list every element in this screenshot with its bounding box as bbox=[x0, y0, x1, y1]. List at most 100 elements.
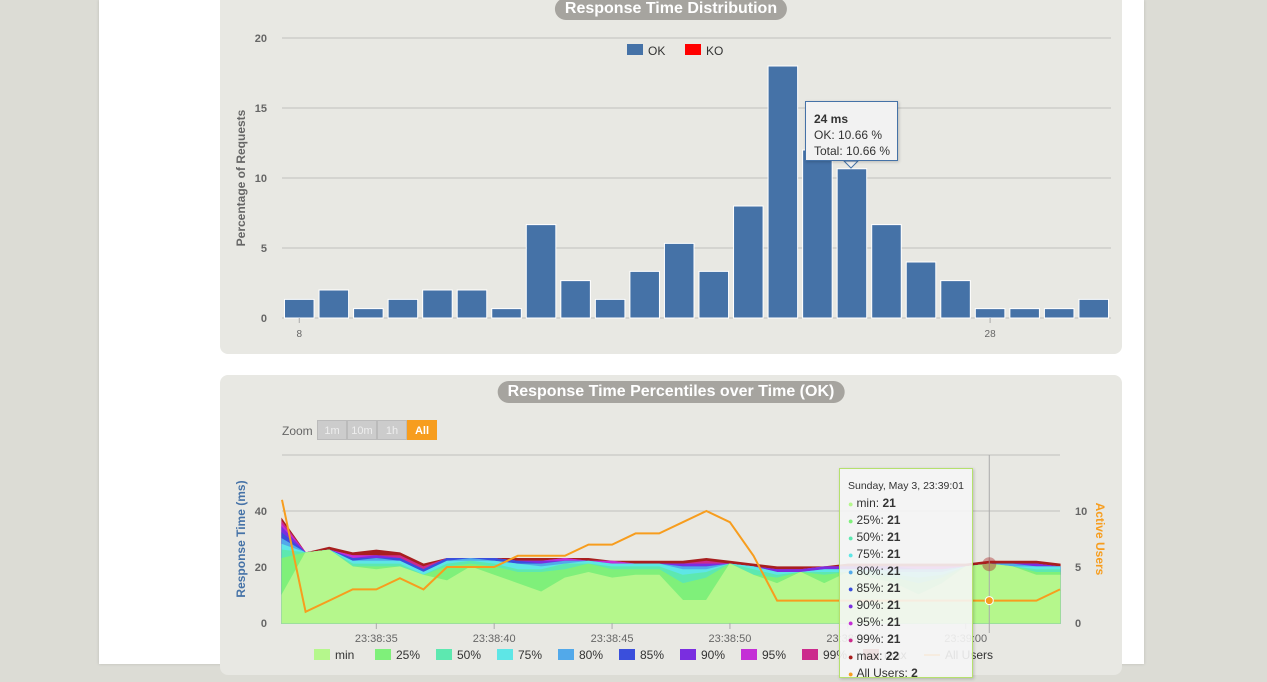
distribution-tooltip: 24 ms OK: 10.66 % Total: 10.66 % bbox=[805, 101, 898, 161]
legend-swatch bbox=[497, 649, 513, 660]
bar bbox=[387, 298, 419, 319]
y-right-tick-label: 0 bbox=[1075, 618, 1081, 630]
legend-swatch bbox=[314, 649, 330, 660]
zoom-10m-button[interactable]: 10m bbox=[347, 420, 377, 440]
percentiles-tooltip: Sunday, May 3, 23:39:01 ● min: 21 ● 25%: 21… bbox=[839, 468, 973, 680]
legend-swatch bbox=[375, 649, 391, 660]
tooltip-row-label: 50%: bbox=[856, 530, 888, 544]
y-tick-label: 10 bbox=[255, 173, 267, 185]
y-right-axis-label: Active Users bbox=[1093, 503, 1107, 576]
series-dot-icon: ● bbox=[848, 499, 854, 509]
tooltip-row-label: 90%: bbox=[856, 598, 888, 612]
tooltip-row-value: 21 bbox=[887, 513, 901, 527]
legend-swatch bbox=[685, 44, 701, 55]
zoom-1h-button[interactable]: 1h bbox=[377, 420, 407, 440]
bar bbox=[698, 270, 730, 319]
zoom-1m-button[interactable]: 1m bbox=[317, 420, 347, 440]
legend-label: 95% bbox=[762, 648, 786, 662]
bar bbox=[456, 289, 488, 319]
legend-label: 85% bbox=[640, 648, 664, 662]
series-dot-icon: ● bbox=[848, 567, 854, 577]
tooltip-row-label: 80%: bbox=[856, 564, 888, 578]
tooltip-ok: OK: 10.66 % bbox=[814, 128, 883, 142]
tooltip-row: ● 99%: 21 bbox=[848, 631, 972, 648]
legend-label: 75% bbox=[518, 648, 542, 662]
bar bbox=[318, 289, 350, 319]
x-tick-label: 23:38:45 bbox=[591, 633, 634, 645]
bar bbox=[525, 224, 557, 319]
y-right-tick-label: 10 bbox=[1075, 506, 1087, 518]
tooltip-total: Total: 10.66 % bbox=[814, 144, 891, 158]
distribution-chart: 0 5 10 15 20 Percentage of Requests 8 28 OK KO bbox=[234, 33, 1111, 340]
legend-swatch bbox=[680, 649, 696, 660]
tooltip-row: ● All Users: 2 bbox=[848, 665, 972, 682]
tooltip-row: ● min: 21 bbox=[848, 495, 972, 512]
tooltip-row-value: 21 bbox=[887, 530, 901, 544]
tooltip-row-label: 99%: bbox=[856, 632, 888, 646]
tooltip-header: Sunday, May 3, 23:39:01 bbox=[848, 480, 964, 492]
series-dot-icon: ● bbox=[848, 601, 854, 611]
tooltip-row: ● max: 22 bbox=[848, 648, 972, 665]
bar bbox=[1078, 298, 1110, 319]
legend-label: OK bbox=[648, 44, 665, 58]
legend-swatch bbox=[436, 649, 452, 660]
legend-label: KO bbox=[706, 44, 723, 58]
y-tick-label: 20 bbox=[255, 33, 267, 45]
x-tick-label: 23:38:50 bbox=[709, 633, 752, 645]
series-dot-icon: ● bbox=[848, 584, 854, 594]
tooltip-row: ● 90%: 21 bbox=[848, 597, 972, 614]
y-axis-label: Response Time (ms) bbox=[234, 480, 248, 597]
legend-swatch bbox=[802, 649, 818, 660]
legend-swatch bbox=[741, 649, 757, 660]
tooltip-row-value: 2 bbox=[911, 666, 918, 680]
bar bbox=[663, 242, 695, 319]
bar bbox=[560, 280, 591, 319]
bar bbox=[353, 308, 384, 319]
series-marker bbox=[982, 557, 997, 572]
tooltip-row-value: 22 bbox=[885, 649, 900, 663]
tooltip-row-value: 21 bbox=[887, 598, 901, 612]
zoom-all-button[interactable]: All bbox=[407, 420, 437, 440]
y-tick-label: 20 bbox=[255, 562, 267, 574]
series-dot-icon: ● bbox=[848, 618, 854, 628]
y-tick-label: 15 bbox=[255, 103, 267, 115]
percentiles-title: Response Time Percentiles over Time (OK) bbox=[497, 381, 845, 403]
series-dot-icon: ● bbox=[848, 635, 854, 645]
tooltip-row-value: 21 bbox=[882, 496, 896, 510]
tooltip-row: ● 85%: 21 bbox=[848, 580, 972, 597]
tooltip-row: ● 80%: 21 bbox=[848, 563, 972, 580]
bar bbox=[1009, 308, 1040, 319]
x-tick-label: 8 bbox=[296, 329, 302, 340]
bar bbox=[733, 205, 764, 319]
users-marker bbox=[984, 596, 994, 606]
tooltip-row-label: 75%: bbox=[856, 547, 888, 561]
tooltip-row-label: 85%: bbox=[856, 581, 888, 595]
bar bbox=[422, 289, 453, 319]
legend-swatch bbox=[627, 44, 643, 55]
tooltip-row-value: 21 bbox=[887, 632, 901, 646]
x-tick-label: 28 bbox=[985, 329, 997, 340]
bar bbox=[491, 308, 522, 319]
bar bbox=[594, 298, 626, 319]
tooltip-row-value: 21 bbox=[887, 547, 901, 561]
tooltip-row: ● 50%: 21 bbox=[848, 529, 972, 546]
legend-swatch bbox=[558, 649, 574, 660]
legend-label: min bbox=[335, 648, 354, 662]
y-axis-label: Percentage of Requests bbox=[234, 109, 248, 246]
tooltip-row-label: min: bbox=[856, 496, 883, 510]
tooltip-pointer bbox=[842, 160, 860, 169]
bar bbox=[1043, 308, 1075, 319]
legend-label: 25% bbox=[396, 648, 420, 662]
bar bbox=[871, 224, 902, 319]
x-tick-label: 23:38:40 bbox=[473, 633, 516, 645]
tooltip-row-label: All Users: bbox=[856, 666, 912, 680]
y-right-tick-label: 5 bbox=[1075, 562, 1081, 574]
bar bbox=[836, 168, 868, 319]
y-tick-label: 0 bbox=[261, 313, 267, 325]
bar bbox=[629, 270, 660, 319]
series-dot-icon: ● bbox=[848, 533, 854, 543]
distribution-title: Response Time Distribution bbox=[554, 0, 788, 20]
y-tick-label: 5 bbox=[261, 243, 267, 255]
series-dot-icon: ● bbox=[848, 516, 854, 526]
series-dot-icon: ● bbox=[848, 652, 854, 662]
